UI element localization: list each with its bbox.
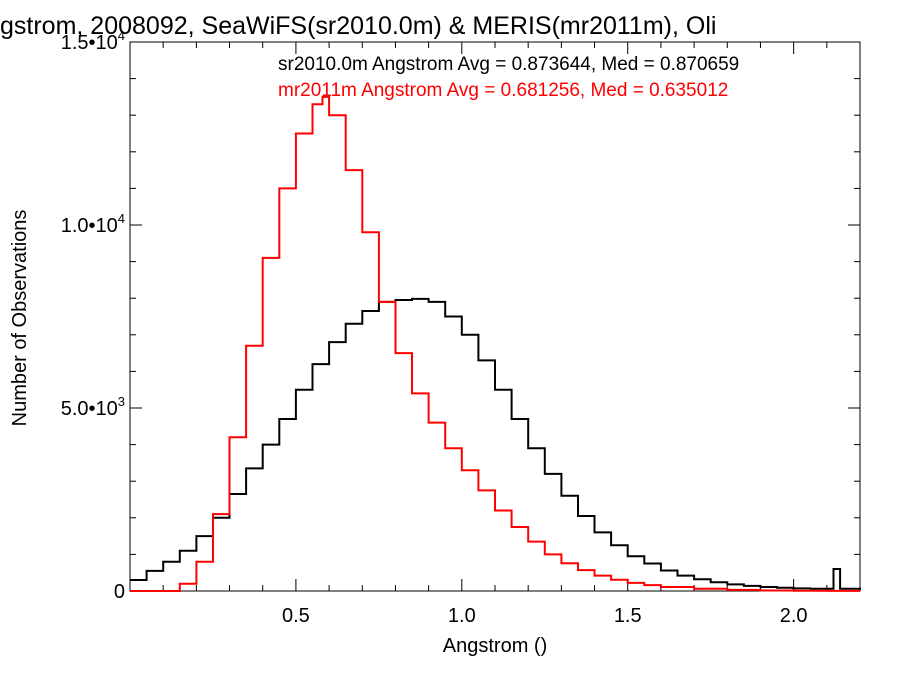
legend-entry-series-2: mr2011m Angstrom Avg = 0.681256, Med = 0… bbox=[278, 80, 728, 101]
y-tick-label: 0 bbox=[114, 581, 125, 603]
y-tick-label: 1.0•104 bbox=[61, 211, 125, 237]
series-line-sr2010.0m bbox=[130, 297, 861, 590]
y-axis-label: Number of Observations bbox=[9, 210, 31, 427]
x-axis-label: Angstrom () bbox=[443, 635, 547, 657]
x-tick-label: 1.5 bbox=[614, 605, 642, 627]
x-tick-label: 2.0 bbox=[780, 605, 808, 627]
y-tick-label: 1.5•104 bbox=[61, 28, 125, 54]
data-series bbox=[130, 95, 861, 592]
chart-title: gstrom, 2008092, SeaWiFS(sr2010.0m) & ME… bbox=[0, 12, 716, 40]
x-tick-label: 0.5 bbox=[282, 605, 310, 627]
y-tick-label: 5.0•103 bbox=[61, 394, 125, 420]
legend-entry-series-1: sr2010.0m Angstrom Avg = 0.873644, Med =… bbox=[278, 54, 739, 75]
series-line-mr2011m bbox=[130, 95, 860, 592]
x-tick-label: 1.0 bbox=[448, 605, 476, 627]
tick-labels: 0.5 1.0 1.5 2.0 0 5.0•103 1.0•104 1.5•104 bbox=[61, 28, 808, 627]
